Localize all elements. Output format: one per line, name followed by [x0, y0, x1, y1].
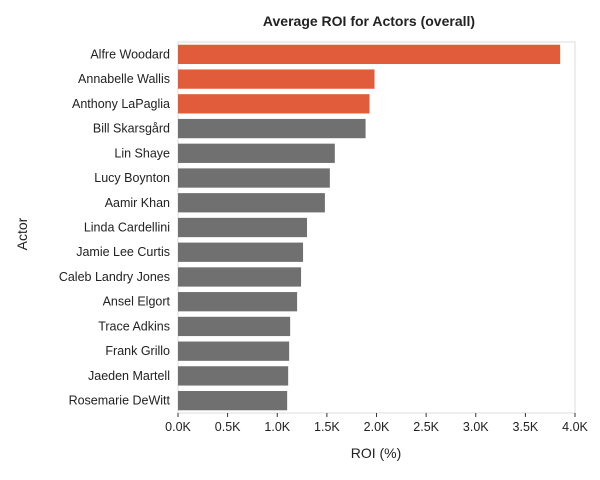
x-tick-label: 4.0K — [562, 420, 588, 434]
bar — [178, 44, 561, 65]
bar — [178, 69, 375, 89]
category-label: Jamie Lee Curtis — [76, 245, 170, 259]
category-label: Ansel Elgort — [103, 295, 171, 309]
category-label: Annabelle Wallis — [78, 72, 170, 86]
x-tick-label: 0.5K — [215, 420, 241, 434]
category-label: Caleb Landry Jones — [59, 270, 170, 284]
x-tick-label: 1.0K — [264, 420, 290, 434]
bar — [178, 94, 370, 114]
category-labels: Alfre Woodard Annabelle Wallis Anthony LaP… — [59, 47, 171, 407]
bar — [178, 267, 302, 287]
category-label: Frank Grillo — [105, 344, 170, 358]
bar — [178, 193, 325, 213]
x-tick-label: 3.5K — [513, 420, 539, 434]
category-label: Lucy Boynton — [94, 171, 170, 185]
bar — [178, 143, 335, 163]
bar — [178, 118, 366, 139]
category-label: Linda Cardellini — [84, 221, 170, 235]
category-label: Trace Adkins — [98, 319, 170, 333]
x-tick-label: 3.0K — [463, 420, 489, 434]
x-tick-label: 2.0K — [364, 420, 390, 434]
bar — [178, 366, 289, 386]
bar — [178, 341, 290, 361]
category-label: Alfre Woodard — [90, 47, 170, 61]
category-label: Jaeden Martell — [88, 369, 170, 383]
bar — [178, 316, 291, 337]
x-tick-label: 0.0K — [165, 420, 191, 434]
bar — [178, 242, 304, 262]
plot-area: Alfre Woodard Annabelle Wallis Anthony LaP… — [59, 41, 589, 434]
bar — [178, 390, 288, 411]
x-tick-label: 1.5K — [314, 420, 340, 434]
bar — [178, 292, 298, 312]
category-label: Rosemarie DeWitt — [69, 394, 171, 408]
x-tick-label: 2.5K — [413, 420, 439, 434]
bar — [178, 217, 308, 238]
category-label: Bill Skarsgård — [93, 122, 170, 136]
bar — [178, 168, 330, 188]
x-axis-ticks: 0.0K 0.5K 1.0K 1.5K 2.0K 2.5K 3.0K 3.5K 4.0K — [165, 413, 589, 434]
category-label: Lin Shaye — [114, 146, 170, 160]
x-axis-title: ROI (%) — [351, 445, 402, 461]
y-axis-title: Actor — [14, 217, 30, 250]
chart-title: Average ROI for Actors (overall) — [263, 13, 475, 29]
category-label: Aamir Khan — [105, 196, 170, 210]
bars — [178, 44, 561, 411]
category-label: Anthony LaPaglia — [72, 97, 170, 111]
